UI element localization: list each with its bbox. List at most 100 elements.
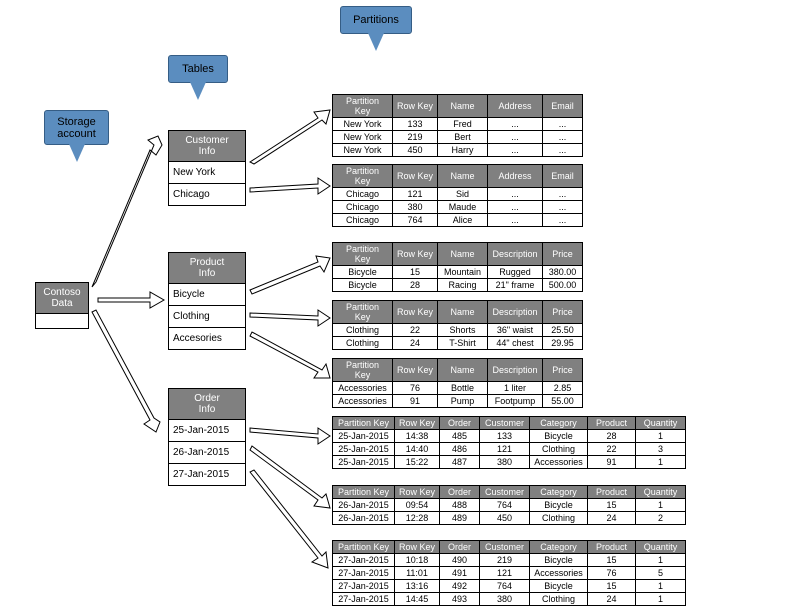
cell: 76 bbox=[393, 382, 438, 395]
cell: 28 bbox=[588, 430, 636, 443]
cell: ... bbox=[543, 118, 583, 131]
cell: ... bbox=[488, 201, 543, 214]
partition-table-27jan: Partition KeyRow KeyOrderCustomerCategor… bbox=[332, 540, 686, 606]
cell: Bicycle bbox=[333, 266, 393, 279]
storage-account-box: ContosoData bbox=[35, 282, 89, 329]
cell: 15 bbox=[393, 266, 438, 279]
cell: Sid bbox=[438, 188, 488, 201]
col-header: Email bbox=[543, 95, 583, 118]
table-box-product: ProductInfoBicycleClothingAccesories bbox=[168, 252, 246, 350]
cell: 1 bbox=[636, 580, 686, 593]
cell: 764 bbox=[480, 580, 530, 593]
arrow bbox=[92, 310, 160, 432]
cell: 76 bbox=[588, 567, 636, 580]
table-row: Accessories91PumpFootpump55.00 bbox=[333, 395, 583, 408]
cell: 13:16 bbox=[395, 580, 440, 593]
table-row: 25-Jan-201514:38485133Bicycle281 bbox=[333, 430, 686, 443]
col-header: Price bbox=[543, 359, 583, 382]
cell: 121 bbox=[480, 567, 530, 580]
cell: 485 bbox=[440, 430, 480, 443]
table-box-header: ProductInfo bbox=[169, 253, 245, 284]
table-row: Chicago121Sid...... bbox=[333, 188, 583, 201]
cell: 3 bbox=[636, 443, 686, 456]
cell: Harry bbox=[438, 144, 488, 157]
cell: 26-Jan-2015 bbox=[333, 512, 395, 525]
cell: Clothing bbox=[530, 443, 588, 456]
cell: 11:01 bbox=[395, 567, 440, 580]
cell: 91 bbox=[588, 456, 636, 469]
cell: 44" chest bbox=[488, 337, 543, 350]
cell: 1 bbox=[636, 499, 686, 512]
cell: 14:40 bbox=[395, 443, 440, 456]
col-header: Row Key bbox=[393, 95, 438, 118]
cell: 15:22 bbox=[395, 456, 440, 469]
cell: 14:38 bbox=[395, 430, 440, 443]
partition-table-ny: Partition KeyRow KeyNameAddressEmailNew … bbox=[332, 94, 583, 157]
col-header: Product bbox=[588, 417, 636, 430]
cell: 121 bbox=[480, 443, 530, 456]
col-header: Partition Key bbox=[333, 486, 395, 499]
col-header: Product bbox=[588, 541, 636, 554]
cell: Clothing bbox=[333, 324, 393, 337]
col-header: Partition Key bbox=[333, 95, 393, 118]
table-row: 27-Jan-201514:45493380Clothing241 bbox=[333, 593, 686, 606]
cell: 1 bbox=[636, 456, 686, 469]
cell: Chicago bbox=[333, 201, 393, 214]
cell: 24 bbox=[588, 512, 636, 525]
cell: Accessories bbox=[333, 395, 393, 408]
cell: Bicycle bbox=[333, 279, 393, 292]
table-row: 27-Jan-201510:18490219Bicycle151 bbox=[333, 554, 686, 567]
arrow bbox=[250, 110, 330, 164]
cell: 12:28 bbox=[395, 512, 440, 525]
col-header: Row Key bbox=[395, 486, 440, 499]
cell: ... bbox=[543, 214, 583, 227]
cell: 09:54 bbox=[395, 499, 440, 512]
table-box-row: Clothing bbox=[169, 306, 245, 328]
callout-partitions: Partitions bbox=[340, 6, 412, 34]
arrow bbox=[98, 292, 164, 308]
cell: 491 bbox=[440, 567, 480, 580]
table-box-header: CustomerInfo bbox=[169, 131, 245, 162]
col-header: Customer bbox=[480, 541, 530, 554]
col-header: Address bbox=[488, 95, 543, 118]
cell: Racing bbox=[438, 279, 488, 292]
cell: New York bbox=[333, 131, 393, 144]
table-box-row: 27-Jan-2015 bbox=[169, 464, 245, 485]
col-header: Price bbox=[543, 301, 583, 324]
col-header: Partition Key bbox=[333, 243, 393, 266]
cell: 27-Jan-2015 bbox=[333, 567, 395, 580]
col-header: Row Key bbox=[393, 301, 438, 324]
cell: 27-Jan-2015 bbox=[333, 593, 395, 606]
table-row: New York450Harry...... bbox=[333, 144, 583, 157]
cell: Shorts bbox=[438, 324, 488, 337]
col-header: Quantity bbox=[636, 541, 686, 554]
cell: 55.00 bbox=[543, 395, 583, 408]
cell: 764 bbox=[393, 214, 438, 227]
cell: 24 bbox=[393, 337, 438, 350]
storage-account-body bbox=[36, 314, 88, 328]
cell: 219 bbox=[393, 131, 438, 144]
cell: Accessories bbox=[333, 382, 393, 395]
cell: Mountain bbox=[438, 266, 488, 279]
cell: 25-Jan-2015 bbox=[333, 456, 395, 469]
cell: Rugged bbox=[488, 266, 543, 279]
col-header: Customer bbox=[480, 417, 530, 430]
arrow bbox=[250, 428, 330, 444]
arrow bbox=[250, 310, 330, 326]
cell: 22 bbox=[588, 443, 636, 456]
cell: 450 bbox=[393, 144, 438, 157]
col-header: Order bbox=[440, 417, 480, 430]
cell: 121 bbox=[393, 188, 438, 201]
col-header: Row Key bbox=[395, 541, 440, 554]
col-header: Name bbox=[438, 301, 488, 324]
col-header: Price bbox=[543, 243, 583, 266]
partition-table-26jan: Partition KeyRow KeyOrderCustomerCategor… bbox=[332, 485, 686, 525]
cell: ... bbox=[543, 188, 583, 201]
arrow bbox=[92, 136, 162, 287]
cell: 25.50 bbox=[543, 324, 583, 337]
table-row: 26-Jan-201512:28489450Clothing242 bbox=[333, 512, 686, 525]
cell: 486 bbox=[440, 443, 480, 456]
cell: Bottle bbox=[438, 382, 488, 395]
cell: 450 bbox=[480, 512, 530, 525]
cell: 219 bbox=[480, 554, 530, 567]
